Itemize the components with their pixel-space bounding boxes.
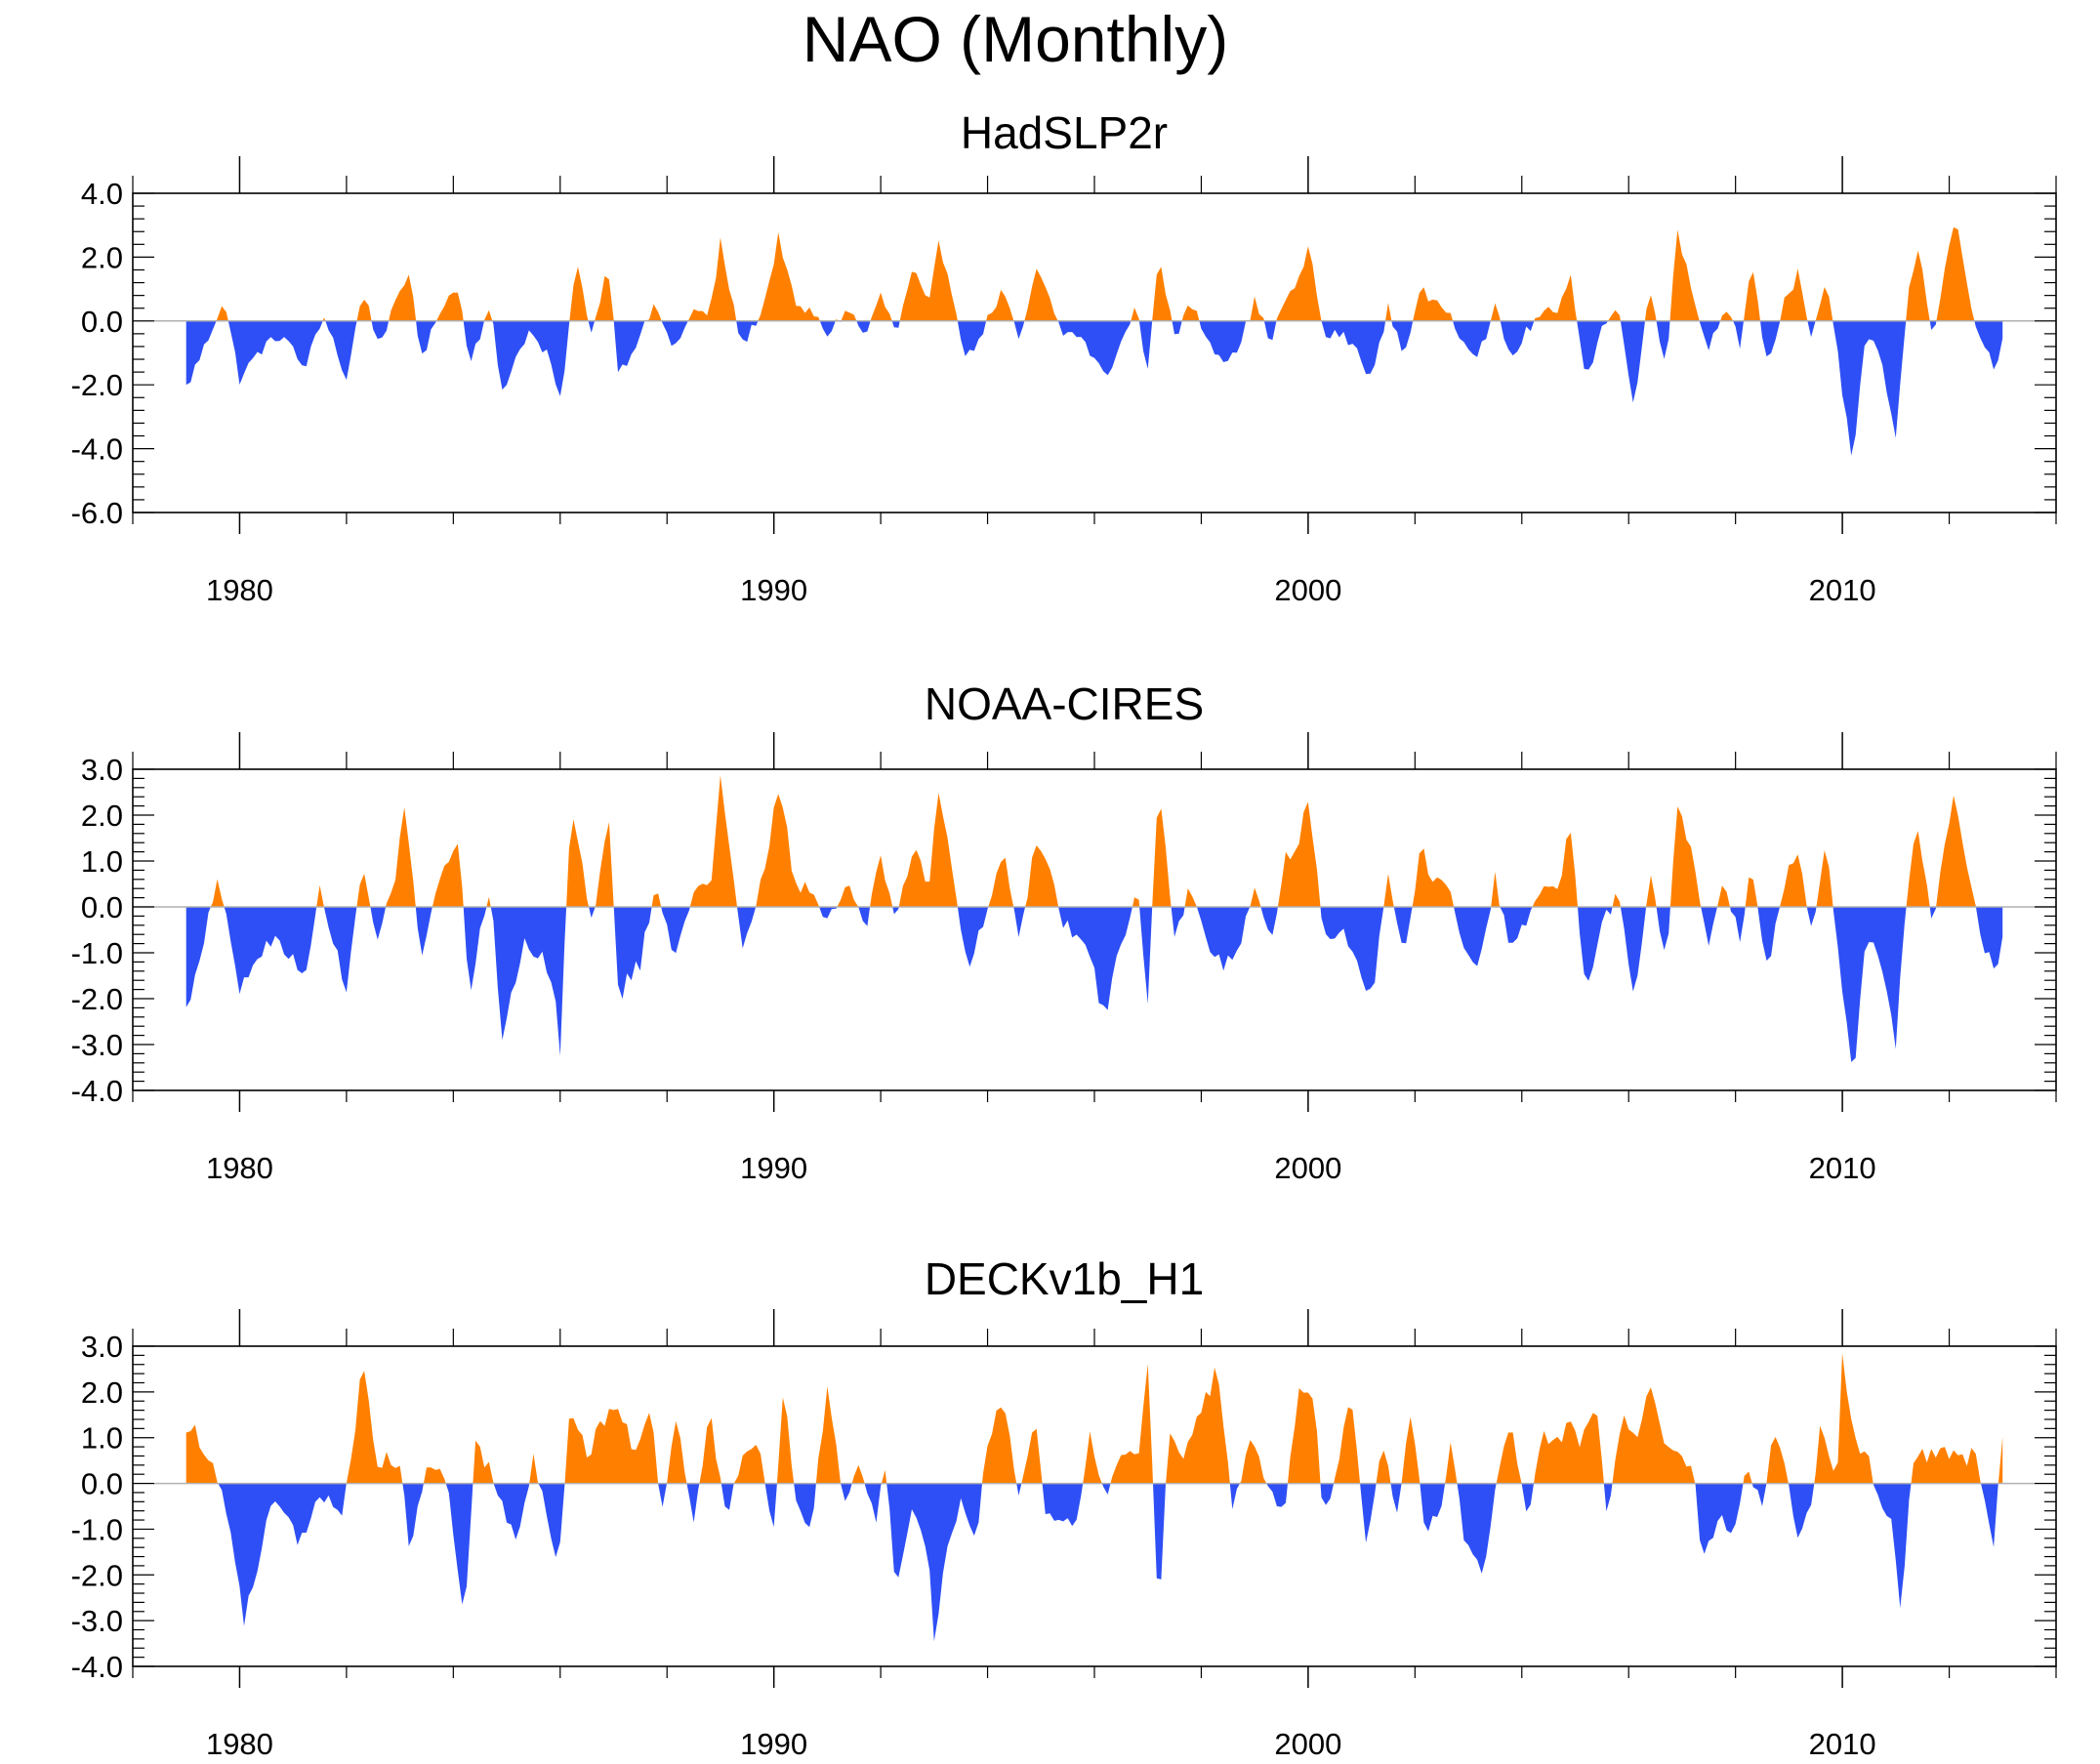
positive-area xyxy=(185,226,2003,321)
plot-frame xyxy=(132,1345,2057,1667)
y-tick-label: -1.0 xyxy=(71,936,123,970)
panel-noaa-cires: NOAA-CIRES 3.0 2.0 1.0 0.0 -1.0 -2.0 -3.0 -4.0 1… xyxy=(71,678,2057,1185)
x-tick-label: 2000 xyxy=(1274,1727,1341,1761)
y-tick-label: 1.0 xyxy=(81,1421,123,1456)
x-tick-label: 2000 xyxy=(1274,573,1341,607)
y-tick-label: 3.0 xyxy=(81,1330,123,1364)
negative-area xyxy=(185,320,2003,456)
x-tick-label: 1980 xyxy=(206,1727,273,1761)
y-tick-label: 4.0 xyxy=(81,177,123,211)
panel-title: NOAA-CIRES xyxy=(925,678,1204,729)
y-tick-label: 2.0 xyxy=(81,799,123,833)
axes: 4.0 2.0 0.0 -2.0 -4.0 -6.0 1980 1990 2000 2010 xyxy=(71,156,2057,607)
y-tick-label: -4.0 xyxy=(71,432,123,467)
panel-title: DECKv1b_H1 xyxy=(925,1253,1204,1304)
y-tick-label: -2.0 xyxy=(71,368,123,402)
x-tick-label: 2010 xyxy=(1809,1151,1876,1185)
y-tick-label: -2.0 xyxy=(71,1558,123,1592)
x-tick-label: 2000 xyxy=(1274,1151,1341,1185)
positive-area xyxy=(185,1353,2003,1484)
y-tick-label: -4.0 xyxy=(71,1650,123,1684)
panel-deckv1b-h1: DECKv1b_H1 3.0 2.0 1.0 0.0 -1.0 -2.0 -3.0 -4.0 1… xyxy=(71,1253,2057,1761)
panel-title: HadSLP2r xyxy=(961,107,1168,158)
y-tick-label: 0.0 xyxy=(81,1467,123,1501)
series-area xyxy=(185,1353,2003,1642)
y-tick-label: -3.0 xyxy=(71,1604,123,1638)
y-tick-label: -1.0 xyxy=(71,1512,123,1546)
y-tick-label: 2.0 xyxy=(81,1375,123,1410)
figure-title: NAO (Monthly) xyxy=(803,3,1228,75)
y-tick-label: -4.0 xyxy=(71,1074,123,1108)
x-tick-label: 1980 xyxy=(206,1151,273,1185)
y-tick-label: 0.0 xyxy=(81,890,123,924)
series-area xyxy=(185,775,2003,1062)
y-tick-label: -6.0 xyxy=(71,496,123,530)
x-tick-label: 1990 xyxy=(740,1151,807,1185)
series-area xyxy=(185,226,2003,456)
panel-hadslp2r: HadSLP2r 4.0 2.0 0.0 -2.0 -4.0 -6.0 1980 1990 20… xyxy=(71,107,2057,607)
axes: 3.0 2.0 1.0 0.0 -1.0 -2.0 -3.0 -4.0 1980 1990 2000… xyxy=(71,1309,2057,1761)
y-tick-label: 2.0 xyxy=(81,240,123,274)
y-tick-label: 3.0 xyxy=(81,753,123,787)
x-tick-label: 1980 xyxy=(206,573,273,607)
negative-area xyxy=(185,907,2003,1062)
y-tick-label: 0.0 xyxy=(81,305,123,339)
x-tick-label: 1990 xyxy=(740,573,807,607)
y-tick-label: -2.0 xyxy=(71,982,123,1016)
negative-area xyxy=(185,1483,2003,1642)
positive-area xyxy=(185,775,2003,907)
x-tick-label: 2010 xyxy=(1809,573,1876,607)
x-tick-label: 1990 xyxy=(740,1727,807,1761)
y-tick-label: -3.0 xyxy=(71,1028,123,1062)
axes: 3.0 2.0 1.0 0.0 -1.0 -2.0 -3.0 -4.0 1980 1990 2000… xyxy=(71,732,2057,1185)
y-tick-label: 1.0 xyxy=(81,844,123,879)
x-tick-label: 2010 xyxy=(1809,1727,1876,1761)
